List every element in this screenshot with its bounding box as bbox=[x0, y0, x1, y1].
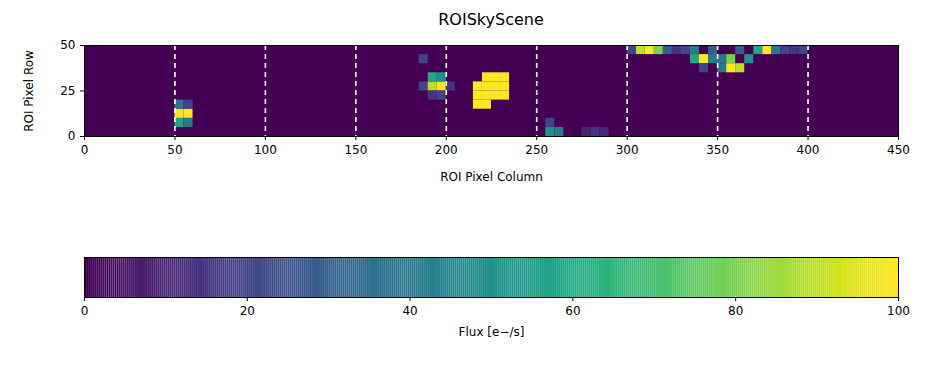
svg-text:25: 25 bbox=[60, 84, 75, 98]
svg-text:20: 20 bbox=[240, 304, 255, 318]
svg-text:50: 50 bbox=[167, 143, 182, 157]
svg-text:0: 0 bbox=[81, 304, 89, 318]
svg-text:450: 450 bbox=[887, 143, 910, 157]
svg-text:ROI Pixel Row: ROI Pixel Row bbox=[22, 50, 36, 132]
svg-text:200: 200 bbox=[435, 143, 458, 157]
svg-text:100: 100 bbox=[254, 143, 277, 157]
svg-text:150: 150 bbox=[344, 143, 367, 157]
svg-text:40: 40 bbox=[402, 304, 417, 318]
svg-text:50: 50 bbox=[60, 38, 75, 52]
svg-text:0: 0 bbox=[68, 129, 76, 143]
svg-text:350: 350 bbox=[706, 143, 729, 157]
svg-text:250: 250 bbox=[525, 143, 548, 157]
svg-text:0: 0 bbox=[81, 143, 89, 157]
html-text:ROISkyScene: ROISkyScene bbox=[438, 10, 544, 29]
svg-text:60: 60 bbox=[565, 304, 580, 318]
svg-text:80: 80 bbox=[728, 304, 743, 318]
svg-text:100: 100 bbox=[887, 304, 910, 318]
svg-text:ROI Pixel Column: ROI Pixel Column bbox=[440, 170, 543, 184]
svg-text:300: 300 bbox=[616, 143, 639, 157]
svg-text:Flux [e−/s]: Flux [e−/s] bbox=[459, 325, 525, 339]
svg-text:400: 400 bbox=[797, 143, 820, 157]
